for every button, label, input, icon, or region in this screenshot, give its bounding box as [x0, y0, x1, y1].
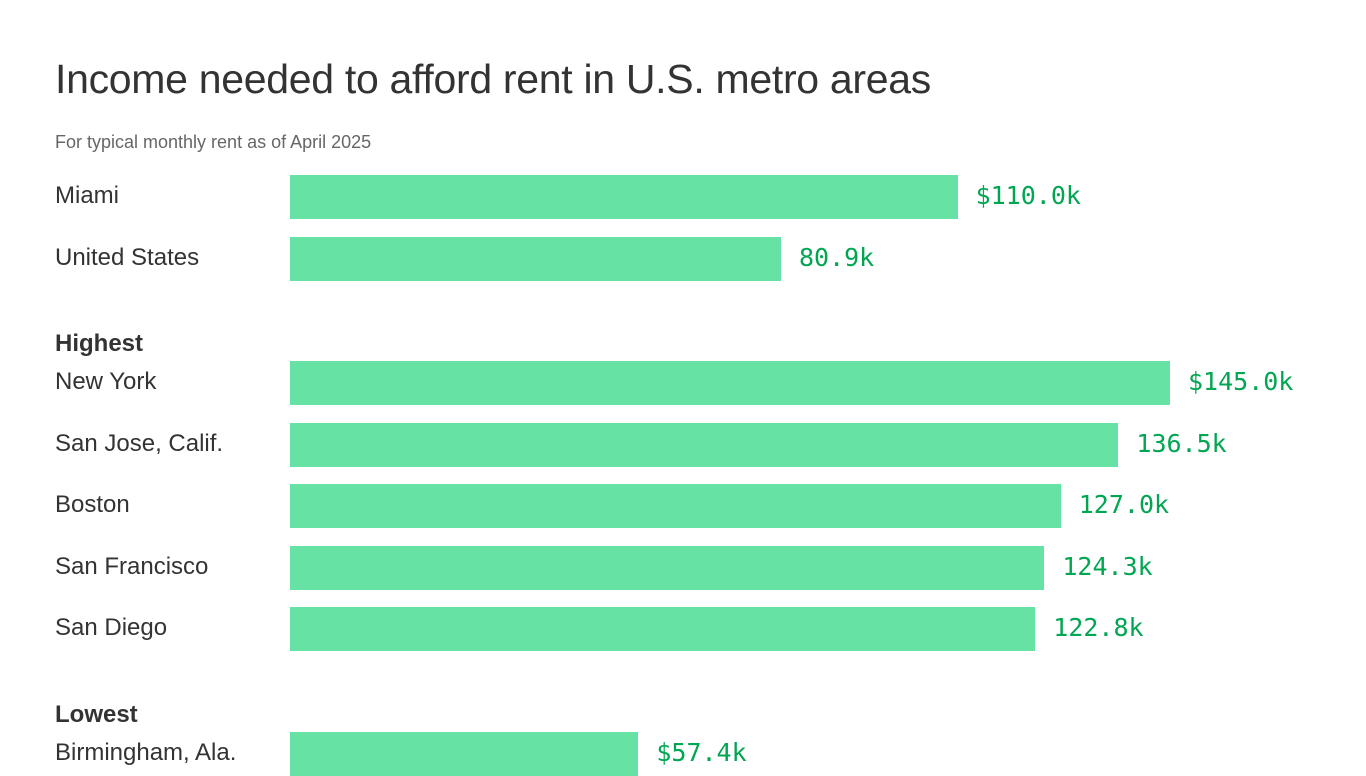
value-label: $110.0k: [975, 181, 1081, 210]
value-label: $57.4k: [656, 737, 747, 767]
bar: [290, 484, 1061, 528]
bar: [290, 422, 1119, 467]
value-label: 127.0k: [1078, 490, 1170, 519]
bar: [290, 545, 1045, 590]
category-label: New York: [55, 368, 157, 395]
value-label: 124.3k: [1062, 551, 1153, 581]
category-label: San Jose, Calif.: [55, 429, 224, 457]
chart-subtitle: For typical monthly rent as of April 202…: [55, 132, 372, 152]
value-label: 122.8k: [1053, 613, 1144, 642]
value-label: $145.0k: [1188, 367, 1294, 396]
bar: [290, 361, 1170, 405]
chart-title: Income needed to afford rent in U.S. met…: [55, 56, 931, 102]
value-label: 80.9k: [798, 242, 875, 272]
category-label: San Diego: [55, 614, 168, 641]
category-label: Birmingham, Ala.: [55, 738, 237, 766]
category-label: Boston: [55, 491, 130, 518]
bar: [290, 731, 639, 776]
bar: [290, 175, 958, 219]
bar: [290, 236, 781, 281]
category-label: Miami: [55, 182, 119, 209]
group-heading: Lowest: [55, 700, 138, 728]
group-heading: Highest: [55, 330, 144, 357]
category-label: San Francisco: [55, 552, 209, 580]
category-label: United States: [55, 243, 200, 271]
value-label: 136.5k: [1136, 428, 1227, 458]
bar: [290, 607, 1036, 651]
